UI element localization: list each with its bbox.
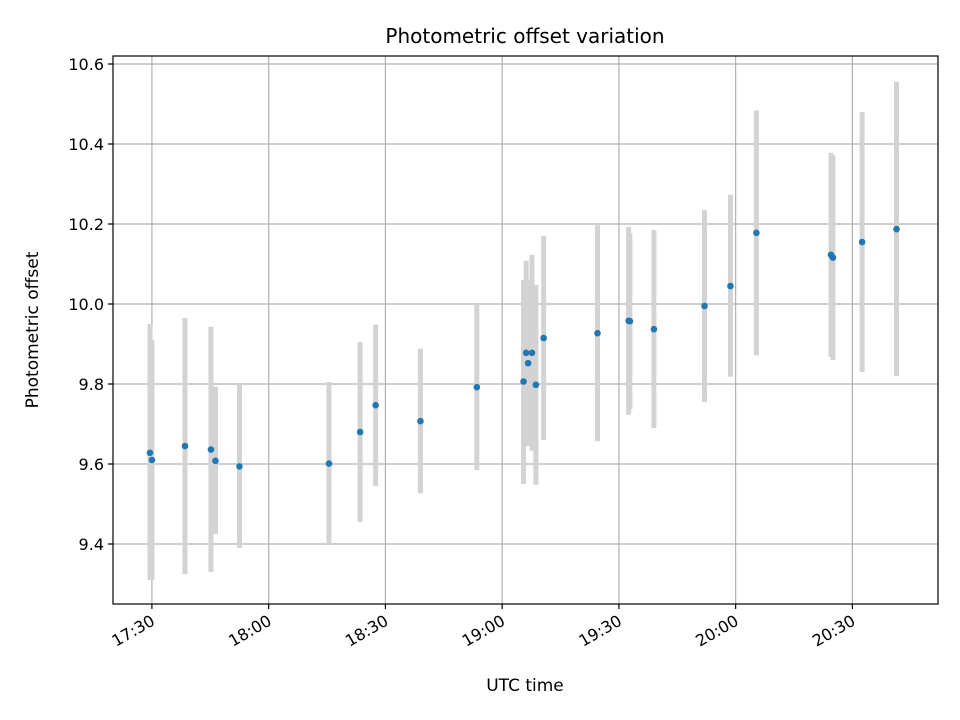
- data-point: [372, 401, 379, 409]
- data-point: [212, 457, 219, 465]
- data-point: [701, 302, 708, 310]
- grid: [113, 56, 938, 604]
- data-point: [356, 428, 364, 436]
- data-point: [148, 456, 156, 464]
- plot-frame: [112, 55, 939, 605]
- y-tick-label: 9.4: [79, 535, 104, 554]
- data-point: [626, 317, 634, 325]
- data-point: [893, 225, 900, 233]
- y-tick-label: 10.0: [68, 295, 104, 314]
- data-point: [524, 359, 532, 367]
- data-point: [532, 381, 540, 389]
- data-point: [594, 329, 601, 337]
- data-points: [146, 225, 900, 470]
- data-point: [522, 349, 530, 357]
- data-point: [473, 383, 481, 391]
- data-point: [146, 449, 154, 457]
- y-tick-label: 9.8: [79, 375, 104, 394]
- data-point: [753, 229, 760, 237]
- data-point: [727, 282, 734, 290]
- y-axis: 9.4 9.6 9.8 10.0 10.2 10.4 10.6: [68, 55, 113, 554]
- data-point: [528, 349, 536, 357]
- data-point: [520, 378, 527, 385]
- chart-title: Photometric offset variation: [385, 24, 664, 48]
- data-point: [181, 442, 189, 450]
- data-point: [858, 238, 866, 246]
- y-tick-label: 9.6: [79, 455, 104, 474]
- x-axis-title: UTC time: [486, 676, 564, 696]
- y-tick-label: 10.4: [68, 135, 104, 154]
- data-point: [650, 325, 658, 333]
- data-point: [325, 460, 333, 467]
- y-axis-title: Photometric offset: [23, 251, 43, 408]
- data-point: [829, 254, 837, 261]
- y-tick-label: 10.6: [68, 55, 104, 74]
- data-point: [207, 446, 215, 453]
- y-tick-label: 10.2: [68, 215, 104, 234]
- data-point: [540, 334, 547, 342]
- data-point: [236, 463, 243, 470]
- data-point: [417, 417, 424, 425]
